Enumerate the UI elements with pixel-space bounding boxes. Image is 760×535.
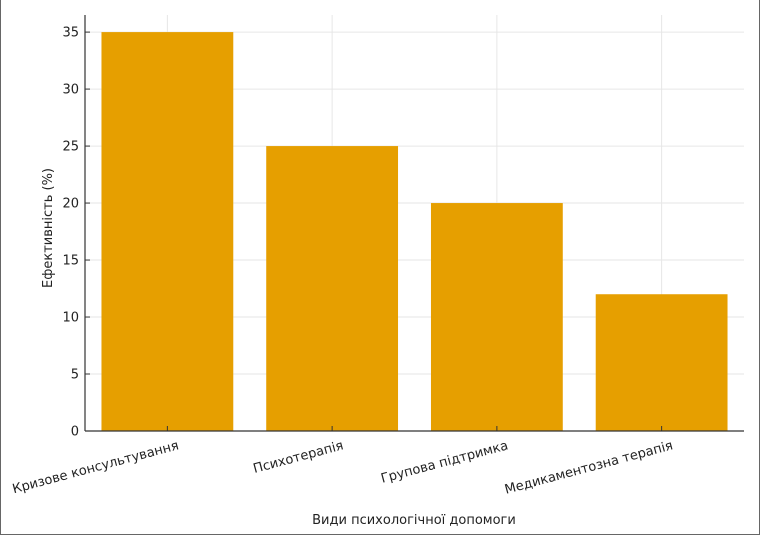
x-tick-label-0: Кризове консультування [11, 438, 180, 497]
bars [101, 32, 728, 432]
y-axis-title: Ефективність (%) [41, 168, 56, 288]
y-tick-label-6: 30 [62, 83, 79, 98]
bar-0 [101, 32, 234, 432]
x-axis-title: Види психологічної допомоги [312, 513, 516, 528]
x-ticks: Кризове консультування Психотерапія Групов… [11, 426, 675, 498]
y-ticks: 0 5 10 15 20 25 30 35 [62, 26, 90, 440]
bar-1 [266, 146, 399, 432]
y-tick-label-0: 0 [71, 425, 79, 440]
x-tick-label-3: Медикаментозна терапія [503, 438, 675, 497]
y-tick-label-3: 15 [62, 254, 79, 269]
y-tick-label-7: 35 [62, 26, 79, 41]
x-tick-label-2: Групова підтримка [379, 438, 510, 486]
y-tick-label-5: 25 [62, 140, 79, 155]
bar-3 [595, 294, 728, 431]
y-tick-label-2: 10 [62, 311, 79, 326]
bar-2 [430, 203, 563, 431]
y-tick-label-4: 20 [62, 197, 79, 212]
y-tick-label-1: 5 [71, 368, 79, 383]
x-tick-label-1: Психотерапія [252, 438, 345, 476]
axes [84, 15, 744, 432]
